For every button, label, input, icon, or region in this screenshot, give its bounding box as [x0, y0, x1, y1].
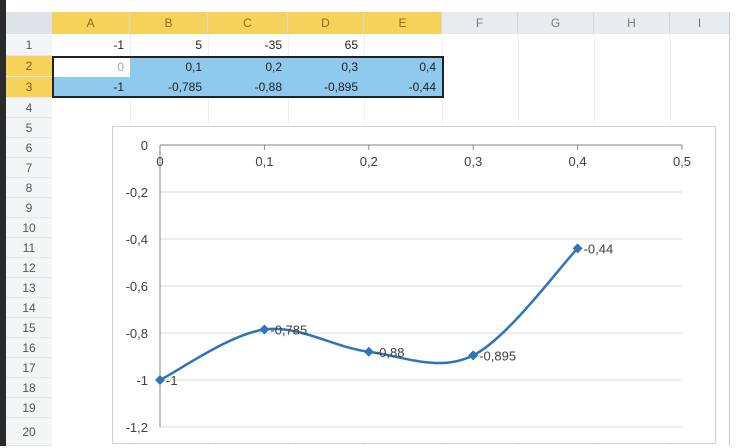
row-header-19[interactable]: 19 — [6, 398, 52, 418]
cell-d2[interactable]: 0,3 — [341, 60, 358, 74]
x-tick-label: 0,4 — [569, 154, 587, 169]
row-header-3[interactable]: 3 — [6, 77, 52, 98]
x-tick-label: 0,2 — [360, 154, 378, 169]
row-header-12[interactable]: 12 — [6, 258, 52, 278]
row-header-5[interactable]: 5 — [6, 118, 52, 138]
right-scroll-edge — [729, 12, 736, 446]
column-header-e[interactable]: E — [364, 12, 442, 34]
row-header-10[interactable]: 10 — [6, 218, 52, 238]
data-point-marker — [363, 346, 374, 357]
row-header-17[interactable]: 17 — [6, 358, 52, 378]
cell-e2[interactable]: 0,4 — [419, 60, 436, 74]
data-label: -0,785 — [270, 322, 307, 337]
left-window-edge — [0, 0, 6, 446]
data-point-marker — [468, 350, 479, 361]
x-tick-label: 0,5 — [673, 154, 691, 169]
data-point-marker — [259, 324, 270, 335]
y-tick-label: -0,8 — [126, 326, 148, 341]
x-tick-label: 0 — [156, 154, 163, 169]
column-header-c[interactable]: C — [208, 12, 288, 34]
cell-c3[interactable]: -0,88 — [254, 80, 282, 94]
cell-b3[interactable]: -0,785 — [167, 80, 202, 94]
y-tick-label: -1,2 — [126, 420, 148, 435]
column-header-g[interactable]: G — [518, 12, 594, 34]
row-header-2[interactable]: 2 — [6, 56, 52, 77]
cell-b2[interactable]: 0,1 — [185, 60, 202, 74]
x-tick-label: 0,3 — [464, 154, 482, 169]
cell-a2[interactable]: 0 — [117, 60, 124, 74]
cell-b1[interactable]: 5 — [195, 38, 202, 52]
row-header-7[interactable]: 7 — [6, 158, 52, 178]
cell-d3[interactable]: -0,895 — [323, 80, 358, 94]
cell-e3[interactable]: -0,44 — [408, 80, 436, 94]
x-tick-label: 0,1 — [255, 154, 273, 169]
line-chart[interactable]: 0 -0,2 -0,4 -0,6 -0,8 -1 -1,2 0 0,1 0,2 0,3 0,4 0,5 -… — [112, 126, 716, 444]
selection-border — [52, 56, 444, 98]
y-tick-label: 0 — [141, 138, 148, 153]
chart-plot: 0 -0,2 -0,4 -0,6 -0,8 -1 -1,2 0 0,1 0,2 0,3 0,4 0,5 -… — [126, 138, 691, 435]
row-header-18[interactable]: 18 — [6, 378, 52, 398]
column-header-row: A B C D E F G H I — [52, 12, 736, 34]
row-header-14[interactable]: 14 — [6, 298, 52, 318]
column-header-f[interactable]: F — [442, 12, 518, 34]
data-label: -1 — [166, 373, 178, 388]
active-cell[interactable] — [52, 56, 130, 77]
row-header-4[interactable]: 4 — [6, 98, 52, 118]
row-header-16[interactable]: 16 — [6, 338, 52, 358]
row-header-9[interactable]: 9 — [6, 198, 52, 218]
data-label: -0,895 — [479, 348, 516, 363]
y-tick-label: -0,2 — [126, 185, 148, 200]
column-header-b[interactable]: B — [130, 12, 208, 34]
data-label: -0,88 — [375, 345, 405, 360]
data-point-marker — [572, 243, 583, 254]
cell-d1[interactable]: 65 — [344, 38, 358, 52]
data-point-marker — [155, 375, 165, 385]
column-header-i[interactable]: I — [670, 12, 730, 34]
column-header-a[interactable]: A — [52, 12, 130, 34]
row-header-13[interactable]: 13 — [6, 278, 52, 298]
column-header-d[interactable]: D — [288, 12, 364, 34]
row-header-20[interactable]: 20 — [6, 418, 52, 446]
row-header-8[interactable]: 8 — [6, 178, 52, 198]
cell-a3[interactable]: -1 — [113, 80, 124, 94]
y-tick-label: -1 — [136, 373, 148, 388]
cell-c2[interactable]: 0,2 — [265, 60, 282, 74]
data-label: -0,44 — [584, 241, 614, 256]
row-header-6[interactable]: 6 — [6, 138, 52, 158]
cell-c1[interactable]: -35 — [264, 38, 282, 52]
cell-a1[interactable]: -1 — [113, 38, 124, 52]
row-header-15[interactable]: 15 — [6, 318, 52, 338]
y-tick-label: -0,4 — [126, 232, 148, 247]
column-header-h[interactable]: H — [594, 12, 670, 34]
y-tick-label: -0,6 — [126, 279, 148, 294]
select-all-corner[interactable] — [6, 12, 53, 34]
row-header-11[interactable]: 11 — [6, 238, 52, 258]
row-header-1[interactable]: 1 — [6, 34, 52, 56]
